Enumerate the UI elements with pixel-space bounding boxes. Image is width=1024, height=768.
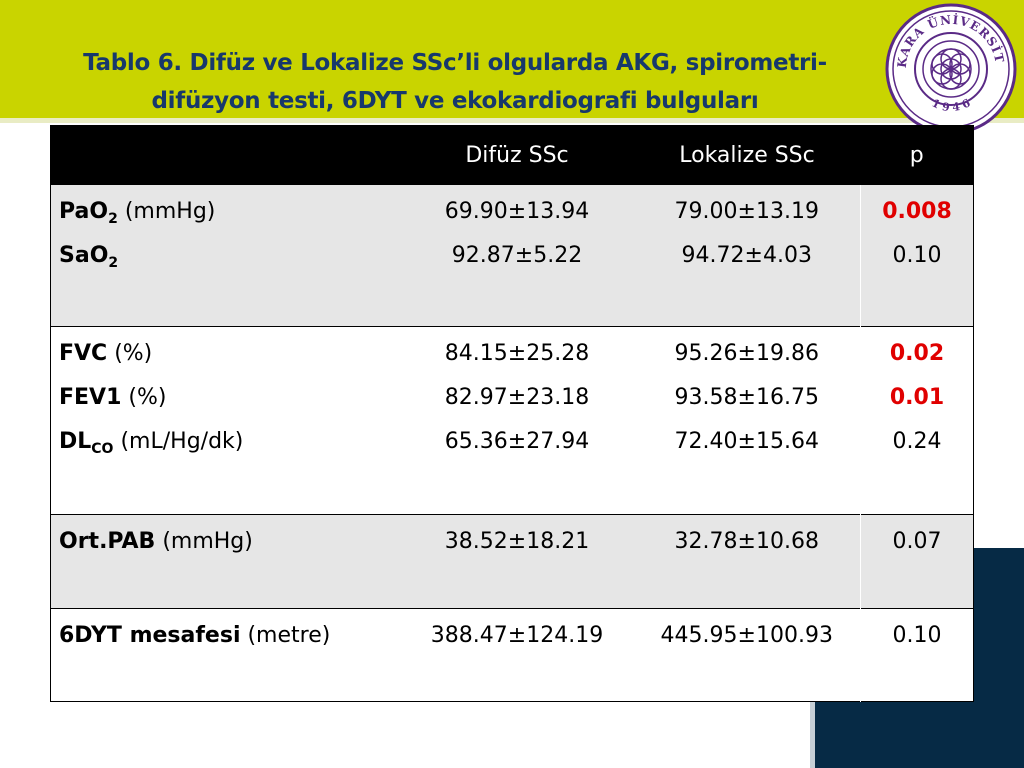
row-name: FVC: [59, 341, 108, 366]
value-lokalize: 32.78±10.68: [674, 529, 819, 554]
row-subscript: 2: [108, 255, 119, 271]
cell-lokalize: 95.26±19.86 93.58±16.75 72.40±15.64: [633, 326, 861, 515]
table-row: Ort.PAB (mmHg) 38.52±18.21 32.78±10.68 0.07: [50, 514, 974, 609]
row-label: FVC (%): [59, 339, 401, 383]
cell-lokalize: 445.95±100.93: [633, 608, 861, 702]
cell-difuz: 69.90±13.94 92.87±5.22: [400, 184, 634, 327]
table-row: 6DYT mesafesi (metre) 388.47±124.19 445.95…: [50, 608, 974, 702]
header-difuz: Difüz SSc: [400, 125, 634, 185]
header-p: p: [860, 125, 974, 185]
cell-lbl: PaO2 (mmHg) SaO2: [50, 184, 401, 327]
value-difuz: 82.97±23.18: [444, 385, 590, 410]
row-name: DL: [59, 429, 92, 454]
results-table: Difüz SSc Lokalize SSc p PaO2 (mmHg) SaO2…: [50, 125, 974, 702]
row-label: SaO2: [59, 241, 401, 285]
cell-lbl: Ort.PAB (mmHg): [50, 514, 401, 609]
value-lokalize: 95.26±19.86: [674, 341, 819, 366]
cell-difuz: 84.15±25.28 82.97±23.18 65.36±27.94: [400, 326, 634, 515]
value-lokalize: 93.58±16.75: [674, 385, 819, 410]
value-p: 0.10: [892, 623, 942, 648]
row-unit: (metre): [240, 623, 331, 648]
row-subscript: 2: [108, 211, 118, 227]
row-label: 6DYT mesafesi (metre): [59, 621, 401, 665]
value-difuz: 65.36±27.94: [444, 429, 590, 454]
table-row: FVC (%) FEV1 (%) DLCO (mL/Hg/dk) 84.15±25.2…: [50, 326, 974, 515]
row-name: FEV1: [59, 385, 122, 410]
header-lokalize: Lokalize SSc: [633, 125, 861, 185]
row-label: FEV1 (%): [59, 383, 401, 427]
slide-title-line-2: difüzyon testi, 6DYT ve ekokardiografi b…: [151, 88, 759, 114]
value-p: 0.01: [889, 385, 945, 410]
value-p: 0.02: [889, 341, 945, 366]
slide-title-line-1: Tablo 6. Difüz ve Lokalize SSc’li olgula…: [83, 50, 827, 76]
value-difuz: 69.90±13.94: [444, 199, 590, 224]
value-difuz: 38.52±18.21: [444, 529, 590, 554]
row-name: SaO: [59, 243, 109, 268]
cell-difuz: 38.52±18.21: [400, 514, 634, 609]
value-p: 0.24: [892, 429, 942, 454]
header-empty: [50, 125, 401, 185]
table-row: PaO2 (mmHg) SaO2 69.90±13.94 92.87±5.22 79.0…: [50, 184, 974, 327]
cell-p: 0.008 0.10: [860, 184, 974, 327]
row-label: Ort.PAB (mmHg): [59, 527, 401, 571]
value-p: 0.10: [892, 243, 942, 268]
row-name: 6DYT mesafesi: [59, 623, 241, 648]
cell-difuz: 388.47±124.19: [400, 608, 634, 702]
cell-lokalize: 32.78±10.68: [633, 514, 861, 609]
header-band: [0, 0, 1024, 120]
value-p: 0.07: [892, 529, 942, 554]
cell-lbl: 6DYT mesafesi (metre): [50, 608, 401, 702]
value-lokalize: 72.40±15.64: [674, 429, 819, 454]
row-unit: (mmHg): [155, 529, 253, 554]
cell-p: 0.02 0.01 0.24: [860, 326, 974, 515]
value-lokalize: 445.95±100.93: [660, 623, 833, 648]
value-lokalize: 79.00±13.19: [674, 199, 819, 224]
row-subscript: CO: [91, 441, 114, 457]
row-label: DLCO (mL/Hg/dk): [59, 427, 401, 471]
value-lokalize: 94.72±4.03: [681, 243, 812, 268]
logo-year: 1 9 4 6: [930, 96, 973, 114]
row-unit: (mL/Hg/dk): [113, 429, 244, 454]
row-unit: (%): [107, 341, 153, 366]
svg-text:1 9 4 6: 1 9 4 6: [930, 96, 973, 114]
header-divider: [0, 118, 1024, 123]
row-name: Ort.PAB: [59, 529, 156, 554]
value-difuz: 388.47±124.19: [430, 623, 604, 648]
value-p: 0.008: [882, 199, 952, 224]
value-difuz: 92.87±5.22: [451, 243, 583, 268]
row-unit: (%): [121, 385, 167, 410]
row-name: PaO: [59, 199, 109, 224]
cell-p: 0.10: [860, 608, 974, 702]
cell-lokalize: 79.00±13.19 94.72±4.03: [633, 184, 861, 327]
row-label: PaO2 (mmHg): [59, 197, 401, 241]
table-header-row: Difüz SSc Lokalize SSc p: [50, 125, 974, 185]
cell-p: 0.07: [860, 514, 974, 609]
cell-lbl: FVC (%) FEV1 (%) DLCO (mL/Hg/dk): [50, 326, 401, 515]
slide-title: Tablo 6. Difüz ve Lokalize SSc’li olgula…: [30, 44, 880, 120]
value-difuz: 84.15±25.28: [444, 341, 590, 366]
row-unit: (mmHg): [117, 199, 216, 224]
ankara-university-logo: ANKARA ÜNİVERSİTESİ 1 9 4 6: [884, 2, 1017, 135]
